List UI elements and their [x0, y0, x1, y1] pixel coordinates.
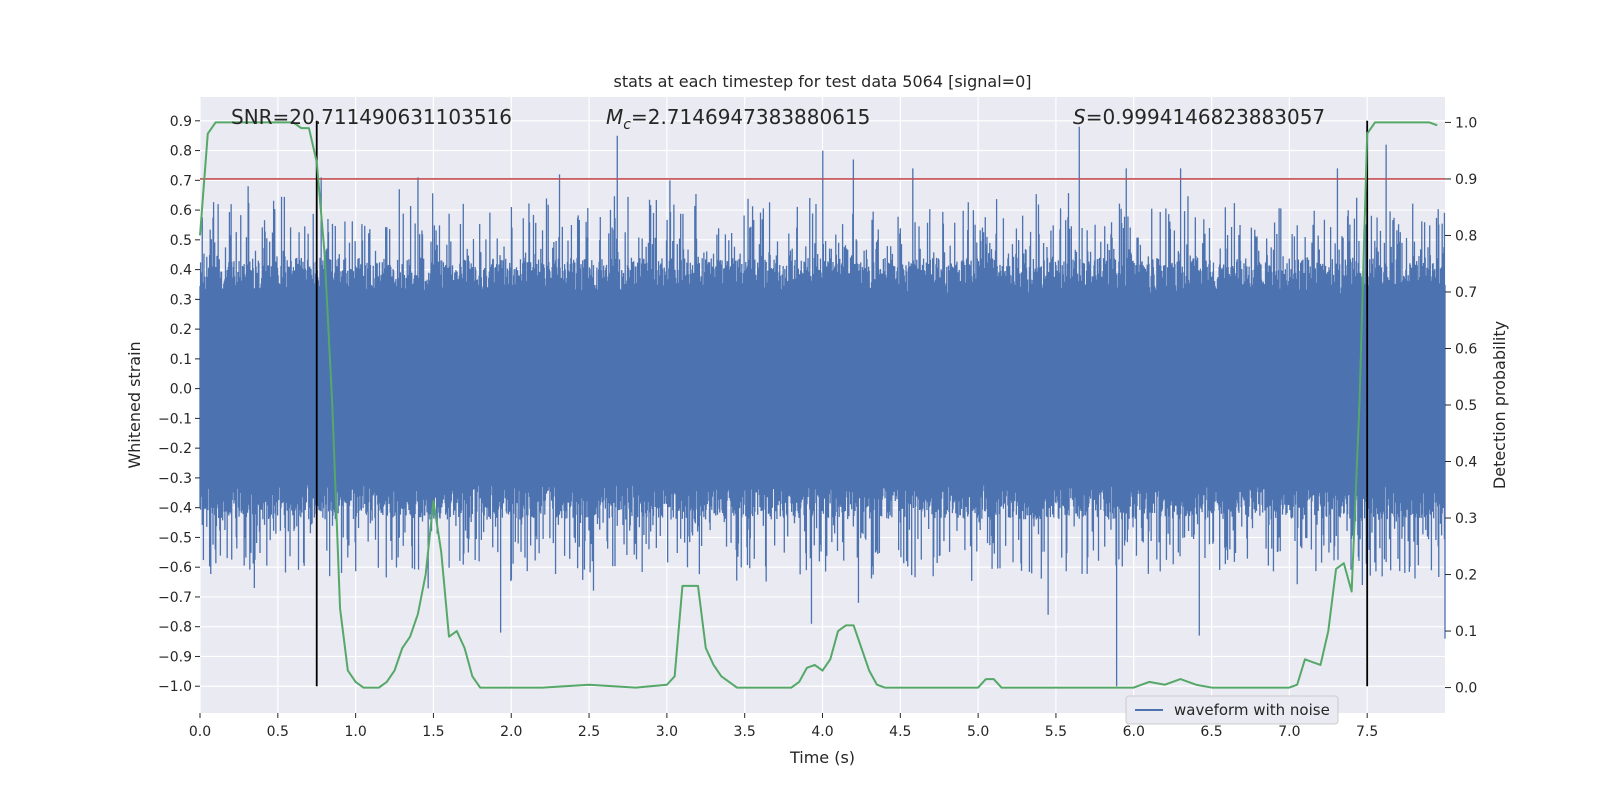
x-tick-label: 6.0: [1123, 724, 1145, 740]
waveform-line: [199, 126, 1446, 687]
y-tick-label: 0.7: [170, 173, 192, 189]
x-tick-label: 0.0: [189, 724, 211, 740]
y-tick-label: 0.9: [170, 114, 192, 130]
x-tick-label: 7.5: [1356, 724, 1378, 740]
y2-tick-label: 1.0: [1455, 115, 1477, 131]
y-tick-label: 0.2: [170, 322, 192, 338]
y2-tick-label: 0.2: [1455, 568, 1477, 584]
y2-tick-label: 0.7: [1455, 285, 1477, 301]
chirp-mass-value: =2.7146947383880615: [631, 105, 870, 129]
y-tick-label: −0.9: [158, 649, 192, 665]
snr-annotation: SNR=20.711490631103516: [231, 105, 512, 129]
overlay-lines: [200, 120, 1445, 687]
x-tick-label: 3.5: [734, 724, 756, 740]
y2-tick-label: 0.4: [1455, 455, 1477, 471]
legend: waveform with noise: [1125, 695, 1339, 725]
legend-box: [1125, 695, 1339, 725]
y-tick-label: 0.8: [170, 144, 192, 160]
y2-tick-label: 0.8: [1455, 228, 1477, 244]
x-tick-label: 5.0: [967, 724, 989, 740]
axes: 0.0 0.5 1.0 1.5 2.0 2.5 3.0 3.5 4.0 4.5 5.0 5.5 6.0 6…: [158, 114, 1477, 740]
x-tick-label: 4.0: [811, 724, 833, 740]
y-tick-label: −0.6: [158, 560, 192, 576]
y-tick-label: 0.5: [170, 233, 192, 249]
score-annotation: S=0.9994146823883057: [1073, 105, 1325, 129]
x-tick-label: 4.5: [889, 724, 911, 740]
y2-tick-label: 0.5: [1455, 398, 1477, 414]
annotations: SNR=20.711490631103516 Mc=2.714694738388…: [231, 105, 1325, 133]
y-tick-label: −0.1: [158, 411, 192, 427]
chart-title: stats at each timestep for test data 506…: [613, 72, 1031, 91]
score-value: =0.9994146823883057: [1086, 105, 1325, 129]
y2-axis-label: Detection probability: [1490, 321, 1509, 489]
score-symbol: S: [1073, 105, 1086, 129]
y2-tick-label: 0.0: [1455, 681, 1477, 697]
chirp-mass-annotation: Mc=2.7146947383880615: [606, 105, 870, 133]
x-tick-label: 2.0: [500, 724, 522, 740]
legend-label-waveform: waveform with noise: [1174, 701, 1330, 719]
detection-probability-line: [199, 121, 1438, 689]
chirp-mass-symbol: M: [606, 105, 623, 129]
x-tick-label: 3.0: [656, 724, 678, 740]
y-tick-label: 0.0: [170, 382, 192, 398]
waveform-series: [199, 126, 1446, 687]
x-tick-label: 0.5: [267, 724, 289, 740]
chirp-mass-subscript: c: [623, 117, 631, 133]
y-tick-label: −1.0: [158, 679, 192, 695]
y2-tick-label: 0.1: [1455, 624, 1477, 640]
y2-tick-label: 0.6: [1455, 341, 1477, 357]
y2-tick-label: 0.9: [1455, 172, 1477, 188]
x-tick-label: 6.5: [1200, 724, 1222, 740]
y-tick-label: −0.8: [158, 620, 192, 636]
x-tick-label: 5.5: [1045, 724, 1067, 740]
y-tick-label: −0.5: [158, 530, 192, 546]
x-axis-label: Time (s): [789, 748, 855, 767]
y2-tick-label: 0.3: [1455, 511, 1477, 527]
y-tick-label: −0.2: [158, 441, 192, 457]
x-tick-label: 2.5: [578, 724, 600, 740]
y-tick-label: 0.1: [170, 352, 192, 368]
y-tick-label: 0.3: [170, 292, 192, 308]
x-tick-label: 7.0: [1278, 724, 1300, 740]
y-tick-label: 0.6: [170, 203, 192, 219]
y-axis-label: Whitened strain: [125, 341, 144, 468]
x-tick-label: 1.5: [422, 724, 444, 740]
x-tick-label: 1.0: [344, 724, 366, 740]
y-tick-label: 0.4: [170, 263, 192, 279]
detection-probability-series: [199, 121, 1438, 689]
y-tick-label: −0.7: [158, 590, 192, 606]
y-tick-label: −0.3: [158, 471, 192, 487]
y-tick-label: −0.4: [158, 501, 192, 517]
